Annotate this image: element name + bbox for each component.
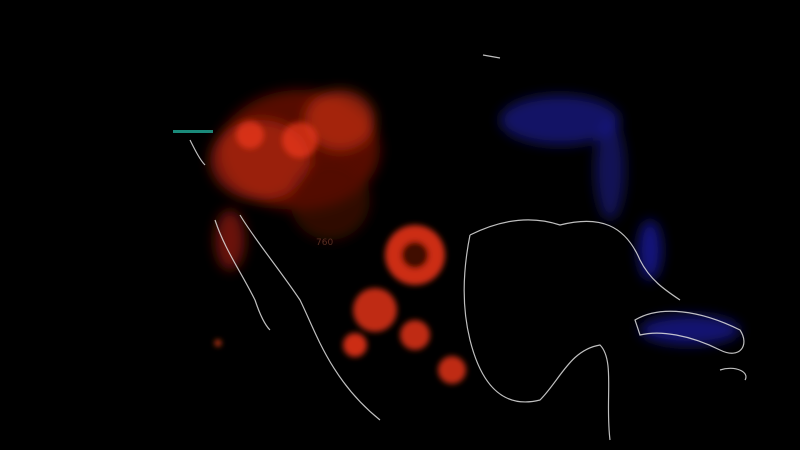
scale-marker bbox=[173, 130, 213, 133]
coastline bbox=[189, 54, 747, 441]
cold-anomaly-region bbox=[500, 95, 740, 345]
map-value-label: 760 bbox=[316, 238, 334, 248]
warm-anomaly-cells bbox=[215, 121, 466, 384]
warm-anomaly-region bbox=[210, 90, 380, 270]
